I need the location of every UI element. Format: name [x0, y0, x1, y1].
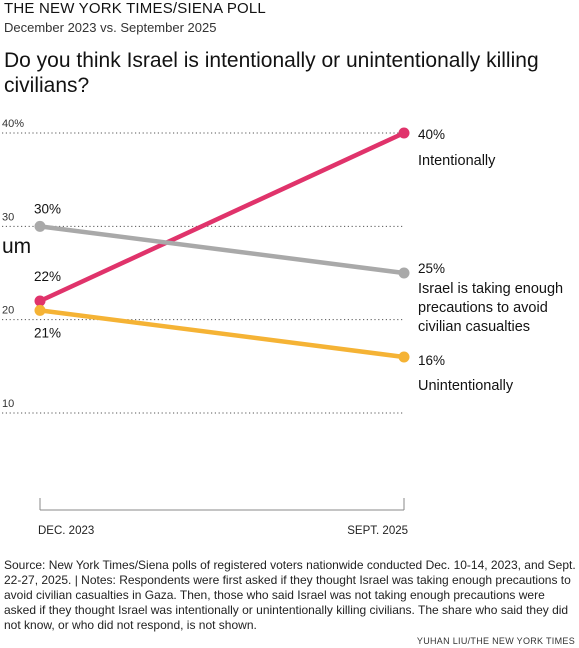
- end-value-label: 16%: [418, 353, 445, 368]
- chart-dek: December 2023 vs. September 2025: [4, 20, 217, 35]
- data-point: [34, 220, 46, 232]
- start-value-label: 21%: [34, 325, 61, 340]
- chart-title: Do you think Israel is intentionally or …: [4, 49, 539, 97]
- stray-text: um: [2, 235, 31, 258]
- y-tick-label: 10: [2, 398, 14, 410]
- series-name-label: civilian casualties: [418, 319, 530, 335]
- x-tick-label: SEPT. 2025: [347, 525, 408, 537]
- series-line: [37, 224, 407, 276]
- x-tick-label: DEC. 2023: [38, 525, 94, 537]
- series-points: [34, 127, 410, 363]
- series-name-label: precautions to avoid: [418, 300, 548, 316]
- series-name-label: Intentionally: [418, 153, 496, 169]
- data-point: [398, 351, 410, 363]
- y-tick-label: 30: [2, 211, 14, 223]
- credit-line: YUHAN LIU/THE NEW YORK TIMES: [416, 636, 575, 646]
- start-value-label: 22%: [34, 269, 61, 284]
- series-name-label: Israel is taking enough: [418, 281, 563, 297]
- data-point: [34, 304, 46, 316]
- series-lines: [37, 130, 407, 360]
- series-line: [37, 130, 407, 304]
- data-point: [398, 127, 410, 139]
- end-value-label: 40%: [418, 127, 445, 142]
- start-value-label: 30%: [34, 201, 61, 216]
- end-value-label: 25%: [418, 261, 445, 276]
- y-tick-label: 20: [2, 305, 14, 317]
- gridlines: [2, 132, 403, 414]
- chart-kicker: THE NEW YORK TIMES/SIENA POLL: [4, 0, 266, 17]
- series-line: [37, 308, 407, 360]
- series-labels: 22% 40% Intentionally 30% 25% Israel is takin…: [34, 127, 563, 394]
- x-axis: DEC. 2023 SEPT. 2025: [38, 498, 408, 537]
- y-tick-label: 40%: [2, 118, 24, 130]
- data-point: [34, 295, 46, 307]
- data-point: [398, 267, 410, 279]
- series-name-label: Unintentionally: [418, 378, 514, 394]
- y-axis-ticks: 40% 30 20 10: [2, 118, 24, 410]
- source-note: Source: New York Times/Siena polls of re…: [4, 558, 576, 632]
